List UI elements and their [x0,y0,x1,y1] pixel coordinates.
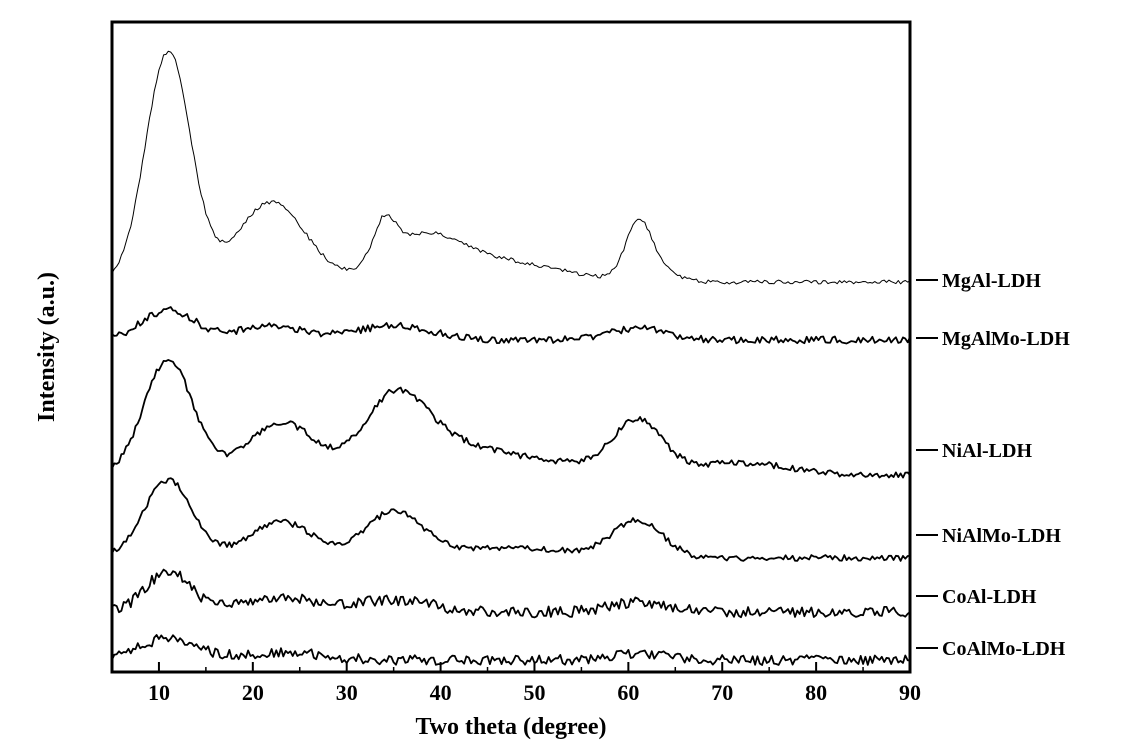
trace-CoAl-LDH [112,570,910,618]
figure-container: 10 20 30 40 50 60 70 80 90 Two theta (degree) Inte… [0,0,1133,747]
series-label: NiAlMo-LDH [942,525,1061,547]
trace-NiAlMo-LDH [112,478,910,561]
xrd-plot: 10 20 30 40 50 60 70 80 90 Two theta (degree) Inte… [0,0,1133,747]
trace-NiAl-LDH [112,360,910,478]
series-label: NiAl-LDH [942,440,1032,462]
x-tick-label: 90 [899,680,921,705]
x-tick-label: 10 [148,680,170,705]
x-axis-label: Two theta (degree) [415,714,606,740]
x-tick-label: 20 [242,680,264,705]
series-label: MgAl-LDH [942,270,1041,292]
plot-frame [112,22,910,672]
x-tick-label: 30 [336,680,358,705]
series-label: CoAl-LDH [942,586,1037,608]
x-tick-label: 40 [430,680,452,705]
y-axis-label: Intensity (a.u.) [34,272,60,422]
trace-MgAlMo-LDH [112,307,910,344]
x-tick-label: 60 [617,680,639,705]
trace-MgAl-LDH [112,51,910,284]
x-tick-label: 50 [523,680,545,705]
x-tick-label: 80 [805,680,827,705]
x-tick-label: 70 [711,680,733,705]
series-label: CoAlMo-LDH [942,638,1066,660]
series-label: MgAlMo-LDH [942,328,1070,350]
trace-CoAlMo-LDH [112,635,910,665]
